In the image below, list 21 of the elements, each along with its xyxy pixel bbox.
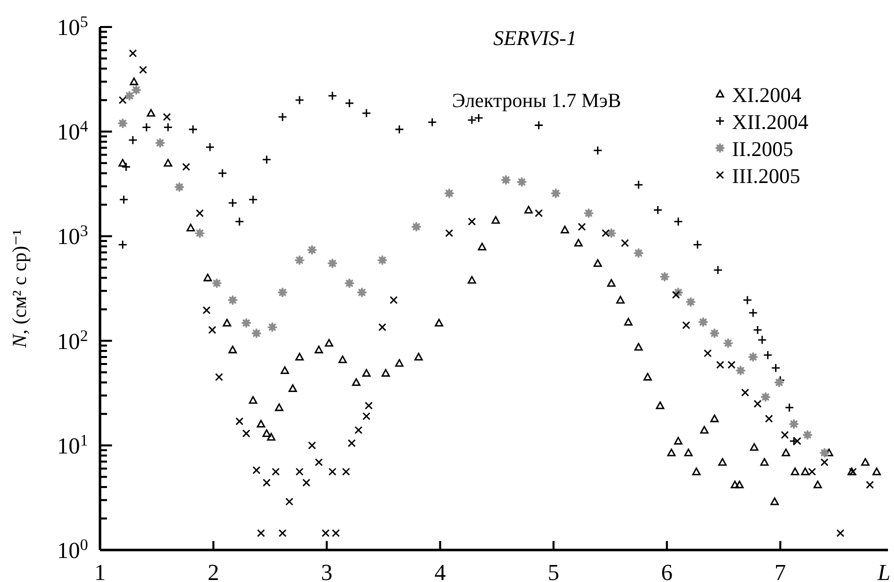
y-tick-label: 10$^{1}$ (56, 432, 88, 458)
y-tick-label: 10$^{4}$ (56, 118, 88, 145)
annotation: Электроны 1.7 МэВ (452, 90, 622, 112)
y-tick-label: 10$^{0}$ (56, 536, 88, 563)
legend-label: II.2005 (732, 137, 794, 161)
x-tick-label: 4 (434, 560, 446, 582)
chart-title: SERVIS-1 (493, 26, 577, 50)
x-tick-label: 6 (661, 560, 673, 582)
y-tick-label: 10$^{2}$ (56, 327, 88, 354)
legend-label: III.2005 (732, 164, 800, 188)
x-tick-label: 1 (94, 560, 106, 582)
x-tick-label: 5 (548, 560, 560, 582)
y-tick-label: 10$^{3}$ (56, 222, 88, 250)
x-tick-label: 7 (774, 560, 786, 582)
legend-label: XII.2004 (732, 110, 809, 134)
legend-label: XI.2004 (732, 83, 802, 107)
x-tick-label: 2 (208, 560, 220, 582)
y-axis-title: N, (см² с ср)⁻¹ (9, 229, 31, 349)
x-axis-title: L (876, 560, 890, 582)
y-tick-label: 10$^{5}$ (56, 14, 88, 40)
x-tick-label: 3 (321, 560, 333, 582)
